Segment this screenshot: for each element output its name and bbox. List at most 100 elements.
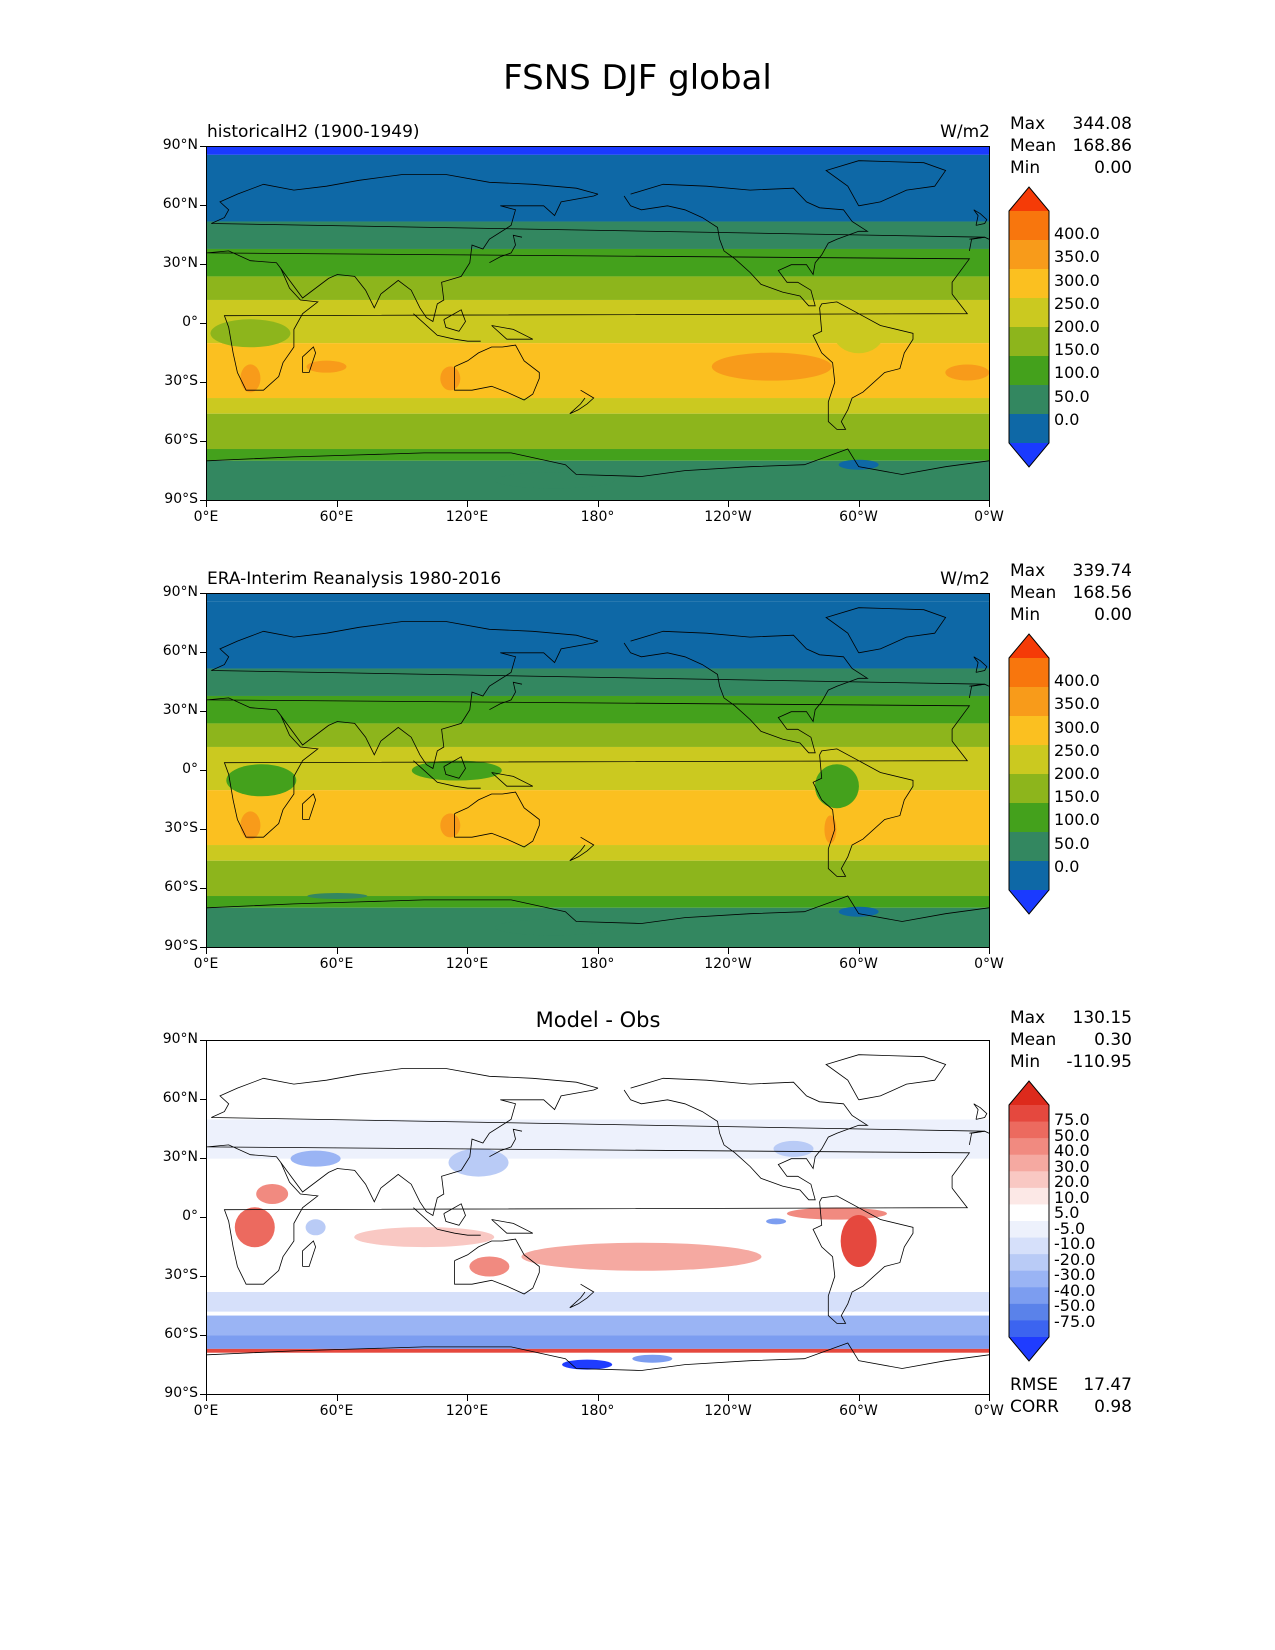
lat-tick	[200, 1217, 206, 1218]
lon-label: 0°E	[193, 956, 219, 972]
lon-label: 60°E	[319, 956, 354, 972]
field-high	[824, 815, 837, 844]
field-band	[207, 1292, 989, 1312]
colorbar-label: 300.0	[1054, 270, 1100, 290]
colorbar-label: -30.0	[1054, 1265, 1096, 1285]
colorbar-swatch	[1009, 1303, 1049, 1321]
field-land-low	[226, 764, 297, 797]
coastline	[413, 313, 481, 342]
field-band	[207, 398, 989, 414]
field-band	[207, 276, 989, 300]
colorbar-label: 150.0	[1054, 787, 1100, 807]
panel-1-colorbar: 400.0 350.0 300.0 250.0 200.0 150.0 100.0 50.0 0…	[1008, 186, 1100, 472]
stat-label: Max	[1010, 1008, 1046, 1028]
colorbar-swatches	[1008, 186, 1050, 468]
field-high	[306, 360, 347, 373]
lon-label: 0°W	[974, 956, 1004, 972]
lat-label: 30°N	[162, 702, 198, 718]
colorbar-swatch	[1009, 1171, 1049, 1189]
field-positive	[256, 1183, 289, 1204]
field-positive	[840, 1215, 877, 1268]
lat-tick	[200, 441, 206, 442]
lon-label: 60°E	[319, 509, 354, 525]
lon-tick	[206, 1395, 207, 1401]
coastline	[825, 1054, 947, 1101]
lon-tick	[989, 948, 990, 954]
lat-label: 90°N	[162, 584, 198, 600]
field-band	[207, 449, 989, 461]
coastline	[489, 234, 523, 264]
colorbar-label: 200.0	[1054, 317, 1100, 336]
colorbar-label: 0.0	[1054, 409, 1080, 429]
colorbar-swatch	[1009, 774, 1049, 804]
colorbar-swatches	[1008, 633, 1050, 915]
colorbar-extend-max	[1009, 634, 1049, 658]
coastline	[207, 895, 989, 924]
colorbar-label: -5.0	[1054, 1218, 1086, 1238]
colorbar-label: 0.0	[1054, 856, 1080, 876]
field-band	[207, 1335, 989, 1349]
colorbar-label: 300.0	[1054, 717, 1100, 737]
field-band	[207, 154, 989, 222]
lat-label: 30°S	[164, 820, 198, 836]
stat-value: 0.98	[1094, 1397, 1132, 1417]
lon-tick	[336, 948, 338, 954]
lon-tick	[467, 1395, 468, 1401]
coastline	[569, 836, 595, 862]
lon-label: 0°E	[193, 1403, 219, 1419]
lon-tick	[597, 501, 599, 507]
stat-value: 168.56	[1072, 583, 1132, 603]
stat-label: Min	[1010, 158, 1041, 178]
lat-label: 90°S	[164, 1385, 198, 1401]
lon-label: 180°	[580, 956, 615, 972]
colorbar-label: -20.0	[1054, 1249, 1096, 1269]
coastline	[207, 697, 971, 838]
coastline	[969, 1130, 989, 1145]
colorbar-label: 100.0	[1054, 363, 1100, 383]
stat-label: Min	[1010, 1052, 1041, 1072]
colorbar-label: 350.0	[1054, 247, 1100, 267]
colorbar-extend-min	[1009, 1337, 1049, 1361]
colorbar-swatch	[1009, 861, 1049, 891]
colorbar-swatch	[1009, 211, 1049, 241]
coastline	[973, 1103, 988, 1120]
lat-tick	[200, 593, 206, 594]
colorbar-extend-min	[1009, 443, 1049, 467]
lat-tick	[200, 1335, 206, 1336]
colorbar-outline	[1008, 633, 1050, 915]
lat-label: 90°S	[164, 491, 198, 507]
colorbar-label: 250.0	[1054, 740, 1100, 760]
panel-1-stats: Max 344.08 Mean 168.86 Min 0.00	[1010, 113, 1132, 179]
field-band	[207, 845, 989, 861]
stat-label: RMSE	[1010, 1375, 1059, 1395]
coastline	[969, 236, 989, 251]
lat-label: 30°S	[164, 373, 198, 389]
colorbar-swatch	[1009, 1287, 1049, 1305]
lat-label: 30°S	[164, 1267, 198, 1283]
lat-label: 90°N	[162, 1031, 198, 1047]
lon-label: 60°W	[839, 509, 878, 525]
lat-tick	[200, 1099, 206, 1100]
lat-tick	[200, 205, 206, 206]
colorbar-extend-min	[1009, 890, 1049, 914]
colorbar-label: 20.0	[1054, 1172, 1090, 1192]
panel-3-title: Model - Obs	[535, 1008, 661, 1032]
colorbar-label: 50.0	[1054, 386, 1090, 406]
coastline	[413, 760, 481, 789]
field-band	[207, 723, 989, 747]
lon-tick	[728, 948, 729, 954]
field-positive	[354, 1227, 495, 1248]
lat-label: 60°N	[162, 643, 198, 659]
stat-value: 168.86	[1072, 136, 1132, 156]
lat-tick	[200, 1276, 206, 1277]
field-high	[240, 364, 261, 393]
coastline	[969, 683, 989, 698]
colorbar-label: 350.0	[1054, 694, 1100, 714]
lon-label: 120°W	[704, 509, 752, 525]
lon-tick	[206, 948, 207, 954]
coastline	[302, 1240, 317, 1267]
colorbar-swatch	[1009, 1187, 1049, 1205]
stat-label: Mean	[1010, 1030, 1057, 1050]
lat-label: 90°N	[162, 137, 198, 153]
lon-tick	[728, 501, 729, 507]
